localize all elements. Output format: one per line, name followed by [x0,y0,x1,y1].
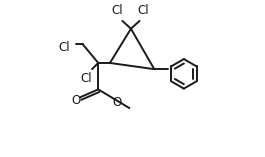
Text: O: O [72,94,81,107]
Text: Cl: Cl [138,3,149,16]
Text: O: O [112,96,122,109]
Text: Cl: Cl [111,3,123,16]
Text: Cl: Cl [58,41,70,54]
Text: Cl: Cl [81,72,92,85]
